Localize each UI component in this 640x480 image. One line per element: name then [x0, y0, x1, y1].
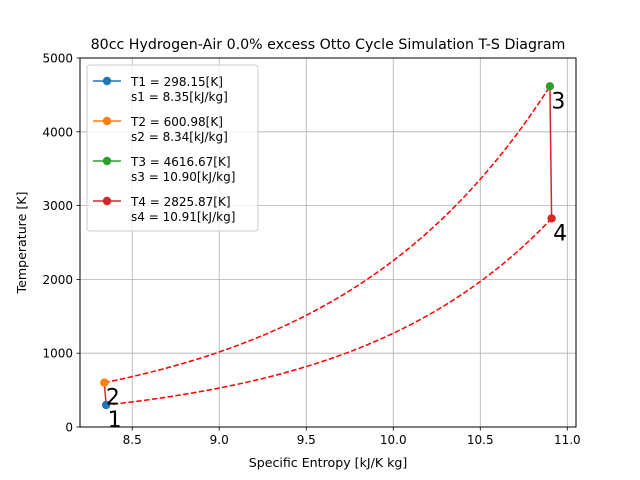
legend-entry-4-line-1: T4 = 2825.87[K]: [130, 195, 231, 209]
state-point-markers: [100, 82, 556, 410]
legend-entry-1-line-1: T1 = 298.15[K]: [130, 75, 223, 89]
state-point-3-marker: [545, 82, 555, 91]
y-tick-label: 3000: [42, 199, 73, 213]
legend-entry-3-line-2: s3 = 10.90[kJ/kg]: [131, 170, 235, 184]
plot-frame: [79, 57, 577, 428]
legend: T1 = 298.15[K]s1 = 8.35[kJ/kg] T2 = 600.9…: [86, 64, 259, 232]
y-tick-label: 2000: [42, 273, 73, 287]
x-tick-label: 8.5: [123, 433, 142, 447]
legend-swatch-marker: [102, 116, 112, 126]
state-point-2-marker: [100, 378, 109, 387]
legend-entry-3-line-1: T3 = 4616.67[K]: [130, 155, 231, 169]
axis-ticks: 8.5 9.0 9.5 10.0 10.5 11.0 0 1000 2000 3000 4000 50…: [42, 52, 580, 448]
state-point-2-label: 2: [106, 386, 120, 411]
x-tick-label: 11.0: [554, 433, 581, 447]
legend-entry-4-line-2: s4 = 10.91[kJ/kg]: [131, 210, 235, 224]
state-point-1-marker: [101, 400, 111, 410]
y-tick-label: 5000: [42, 52, 73, 66]
state-point-labels: 12 3 4: [106, 89, 567, 433]
x-tick-label: 9.0: [210, 433, 229, 447]
state-point-4-label: 4: [553, 221, 567, 246]
legend-entry-2-line-1: T2 = 600.98[K]: [130, 115, 223, 129]
process-line-4-1: [106, 217, 553, 406]
process-line-3-4: [549, 86, 553, 219]
process-line-2-3: [104, 85, 551, 384]
y-axis-label: Temperature [K]: [14, 192, 29, 295]
y-tick-label: 0: [65, 421, 73, 435]
legend-swatch-marker: [102, 196, 112, 206]
legend-swatch-marker: [102, 156, 112, 166]
x-tick-label: 10.0: [380, 433, 407, 447]
state-point-1-label: 1: [108, 408, 122, 433]
state-point-4-marker: [547, 214, 556, 223]
legend-entry-2-line-2: s2 = 8.34[kJ/kg]: [131, 130, 228, 144]
legend-swatch-marker: [102, 76, 112, 86]
x-axis-label: Specific Entropy [kJ/K kg]: [249, 455, 408, 470]
chart-title: 80cc Hydrogen-Air 0.0% excess Otto Cycle…: [91, 37, 566, 53]
x-tick-label: 9.5: [297, 433, 316, 447]
x-tick-label: 10.5: [467, 433, 494, 447]
state-point-3-label: 3: [551, 89, 565, 114]
y-tick-label: 4000: [42, 125, 73, 139]
legend-box: [86, 64, 259, 232]
legend-entry-1-line-2: s1 = 8.35[kJ/kg]: [131, 90, 228, 104]
y-tick-label: 1000: [42, 347, 73, 361]
